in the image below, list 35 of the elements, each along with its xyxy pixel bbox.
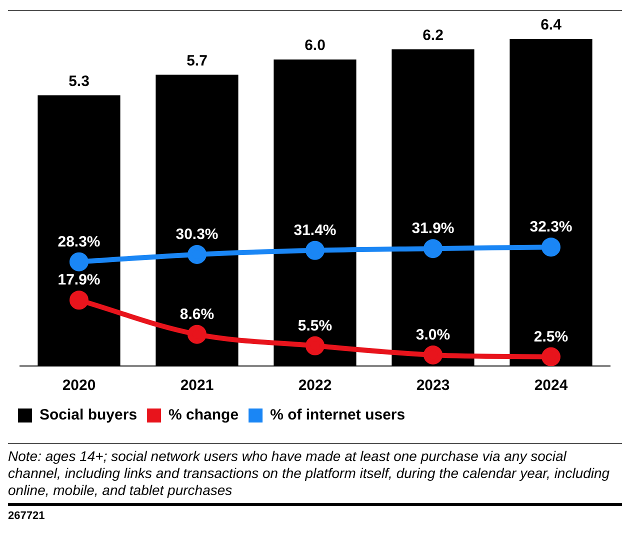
point	[306, 336, 324, 356]
legend-label: % change	[168, 406, 239, 424]
data-label: 28.3%	[58, 233, 100, 250]
legend-label: Social buyers	[40, 406, 138, 424]
point	[188, 244, 206, 264]
data-label: 30.3%	[176, 226, 218, 244]
data-label: 6.0	[304, 37, 326, 54]
x-tick-label: 2022	[298, 377, 332, 394]
data-label: 5.3	[68, 72, 90, 90]
point	[70, 290, 88, 310]
text: Note: ages 14+; social network users who have made at least one purchase via any social channel, including links and transactions on the platform itself, during the calendar year, including online, mobile, and tablet purchases	[8, 448, 611, 499]
point	[70, 252, 88, 272]
point	[188, 324, 206, 344]
point	[424, 345, 442, 364]
data-label: 6.2	[422, 26, 444, 44]
data-label: 3.0%	[416, 326, 450, 344]
data-label: 32.3%	[530, 218, 572, 236]
data-label: 17.9%	[58, 272, 100, 289]
data-label: 5.7	[186, 52, 208, 70]
x-tick-label: 2023	[416, 377, 450, 394]
data-label: 8.6%	[180, 306, 214, 323]
x-tick-label: 2024	[534, 377, 568, 394]
data-label: 5.5%	[298, 317, 332, 334]
point	[542, 238, 560, 257]
legend-label: % of internet users	[270, 406, 406, 424]
point	[424, 239, 442, 258]
x-tick-label: 2020	[62, 377, 96, 394]
data-label: 31.9%	[412, 220, 454, 238]
point	[542, 347, 560, 366]
data-label: 2.5%	[534, 328, 568, 346]
x-tick-label: 2021	[180, 377, 214, 394]
data-label: 6.4	[540, 16, 562, 34]
text: 267721	[8, 510, 45, 522]
point	[306, 240, 324, 260]
data-label: 31.4%	[294, 222, 336, 240]
